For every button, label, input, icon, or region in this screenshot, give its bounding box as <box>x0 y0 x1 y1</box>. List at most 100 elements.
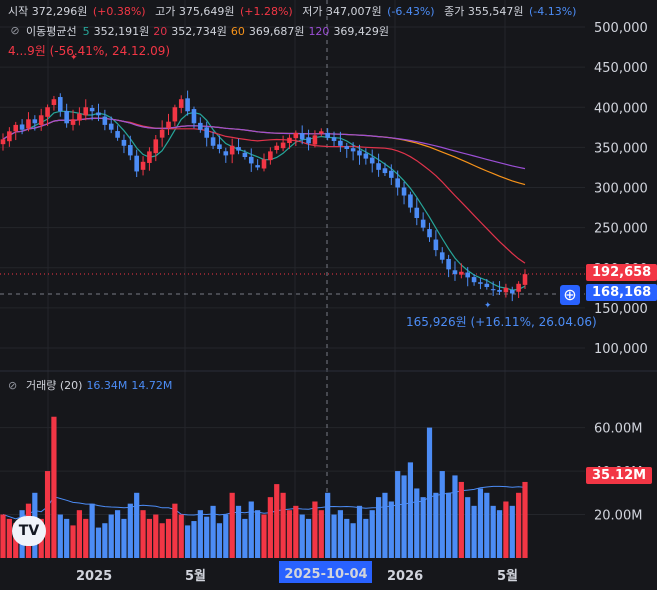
volume-bar <box>178 514 184 558</box>
candle-body <box>427 229 432 238</box>
volume-value-1: 16.34M <box>86 378 128 392</box>
candle-body <box>497 289 502 292</box>
candle-body <box>38 115 44 125</box>
volume-bar <box>114 510 121 558</box>
candle-body <box>363 153 369 159</box>
candle-body <box>509 290 515 294</box>
candle-body <box>32 119 38 124</box>
volume-bar <box>325 492 331 558</box>
add-alert-button[interactable]: ⊕ <box>560 285 580 305</box>
candle-body <box>408 194 413 208</box>
volume-bar <box>516 492 522 558</box>
volume-bar <box>108 514 114 558</box>
volume-bar <box>229 492 235 558</box>
volume-bar <box>503 501 509 558</box>
volume-bar <box>64 518 70 558</box>
volume-bar <box>286 510 293 558</box>
volume-legend[interactable]: ⊘ 거래량 (20) 16.34M 14.72M <box>8 377 172 393</box>
candle-body <box>57 97 63 112</box>
volume-bar <box>216 523 223 558</box>
plus-icon: ⊕ <box>563 285 577 304</box>
candle-body <box>77 113 82 121</box>
volume-bar <box>274 484 280 558</box>
candle-body <box>274 145 280 150</box>
ma5-value: 352,191원 <box>93 25 150 38</box>
candle-body <box>204 127 210 138</box>
candle-body <box>459 271 464 275</box>
eye-off-icon[interactable]: ⊘ <box>10 24 20 37</box>
time-cursor-tag: 2025-10-04 <box>284 567 367 582</box>
ma60-value: 369,687원 <box>248 25 305 38</box>
volume-bar <box>509 505 515 558</box>
volume-bar <box>153 514 159 558</box>
candle-body <box>299 133 305 140</box>
candle-body <box>338 140 343 146</box>
volume-bar <box>420 497 426 558</box>
candle-body <box>255 165 260 168</box>
volume-bar <box>185 525 191 558</box>
ma20-period: 20 <box>153 24 168 38</box>
ma20-value: 352,734원 <box>171 25 227 38</box>
candle-body <box>7 131 12 142</box>
candle-body <box>312 135 318 145</box>
candle-body <box>439 252 445 260</box>
volume-bar <box>255 510 261 558</box>
candle-body <box>331 137 337 141</box>
candle-body <box>128 145 133 156</box>
crosshair-price-tag: 168,168 <box>586 284 657 301</box>
candle-body <box>102 116 108 125</box>
candle-body <box>172 107 178 122</box>
candle-body <box>166 121 171 128</box>
high-label: 고가 <box>155 5 176 18</box>
volume-bar <box>44 471 51 558</box>
volume-bar <box>204 516 210 558</box>
volume-tag: 35.12M <box>586 467 653 484</box>
ma-legend[interactable]: ⊘ 이동평균선 5 352,191원 20 352,734원 60 369,68… <box>8 23 389 39</box>
eye-off-icon[interactable]: ⊘ <box>8 378 18 392</box>
candle-body <box>108 123 114 130</box>
candle-body <box>242 152 248 158</box>
ma-line <box>2 117 526 170</box>
volume-bar <box>305 518 312 558</box>
time-label-may-2026: 5월 <box>497 568 518 584</box>
volume-bar <box>197 510 203 558</box>
candle-body <box>503 287 509 293</box>
volume-bar <box>395 471 401 558</box>
candle-body <box>19 124 25 130</box>
open-change: (+0.38%) <box>92 5 146 18</box>
candle-body <box>229 145 235 155</box>
candle-body <box>134 155 139 172</box>
price-tick-label: 500,000 <box>594 21 648 36</box>
volume-bar <box>484 492 490 558</box>
time-label-2025: 2025 <box>76 569 112 584</box>
open-value: 372,296원 <box>31 5 88 18</box>
volume-bar <box>363 518 369 558</box>
volume-bar <box>375 497 382 558</box>
low-annotation: 165,926원 (+16.11%, 26.04.06) <box>406 315 597 329</box>
volume-bar <box>191 521 197 558</box>
volume-bar <box>471 505 477 558</box>
volume-bar <box>159 523 165 558</box>
volume-bar <box>140 510 146 558</box>
high-value: 375,649원 <box>178 5 235 18</box>
candle-body <box>0 139 6 145</box>
volume-bar <box>165 518 172 558</box>
ma-line <box>2 117 526 186</box>
volume-bar <box>433 492 439 558</box>
tradingview-logo[interactable]: TV <box>12 516 46 546</box>
candle-body <box>89 107 95 112</box>
high-change: (+1.28%) <box>239 5 293 18</box>
volume-bar <box>337 510 343 558</box>
candle-body <box>471 277 477 283</box>
volume-bar <box>522 481 528 558</box>
candle-body <box>147 151 152 163</box>
ma-line <box>2 117 526 264</box>
time-cursor-tag-bg <box>279 561 372 583</box>
ma120-period: 120 <box>308 24 330 38</box>
candle-body <box>268 151 273 161</box>
candle-body <box>210 137 216 146</box>
high-marker: ✦ <box>70 53 78 63</box>
volume-bar <box>242 518 248 558</box>
volume-tick-label: 20.00M <box>594 509 642 524</box>
